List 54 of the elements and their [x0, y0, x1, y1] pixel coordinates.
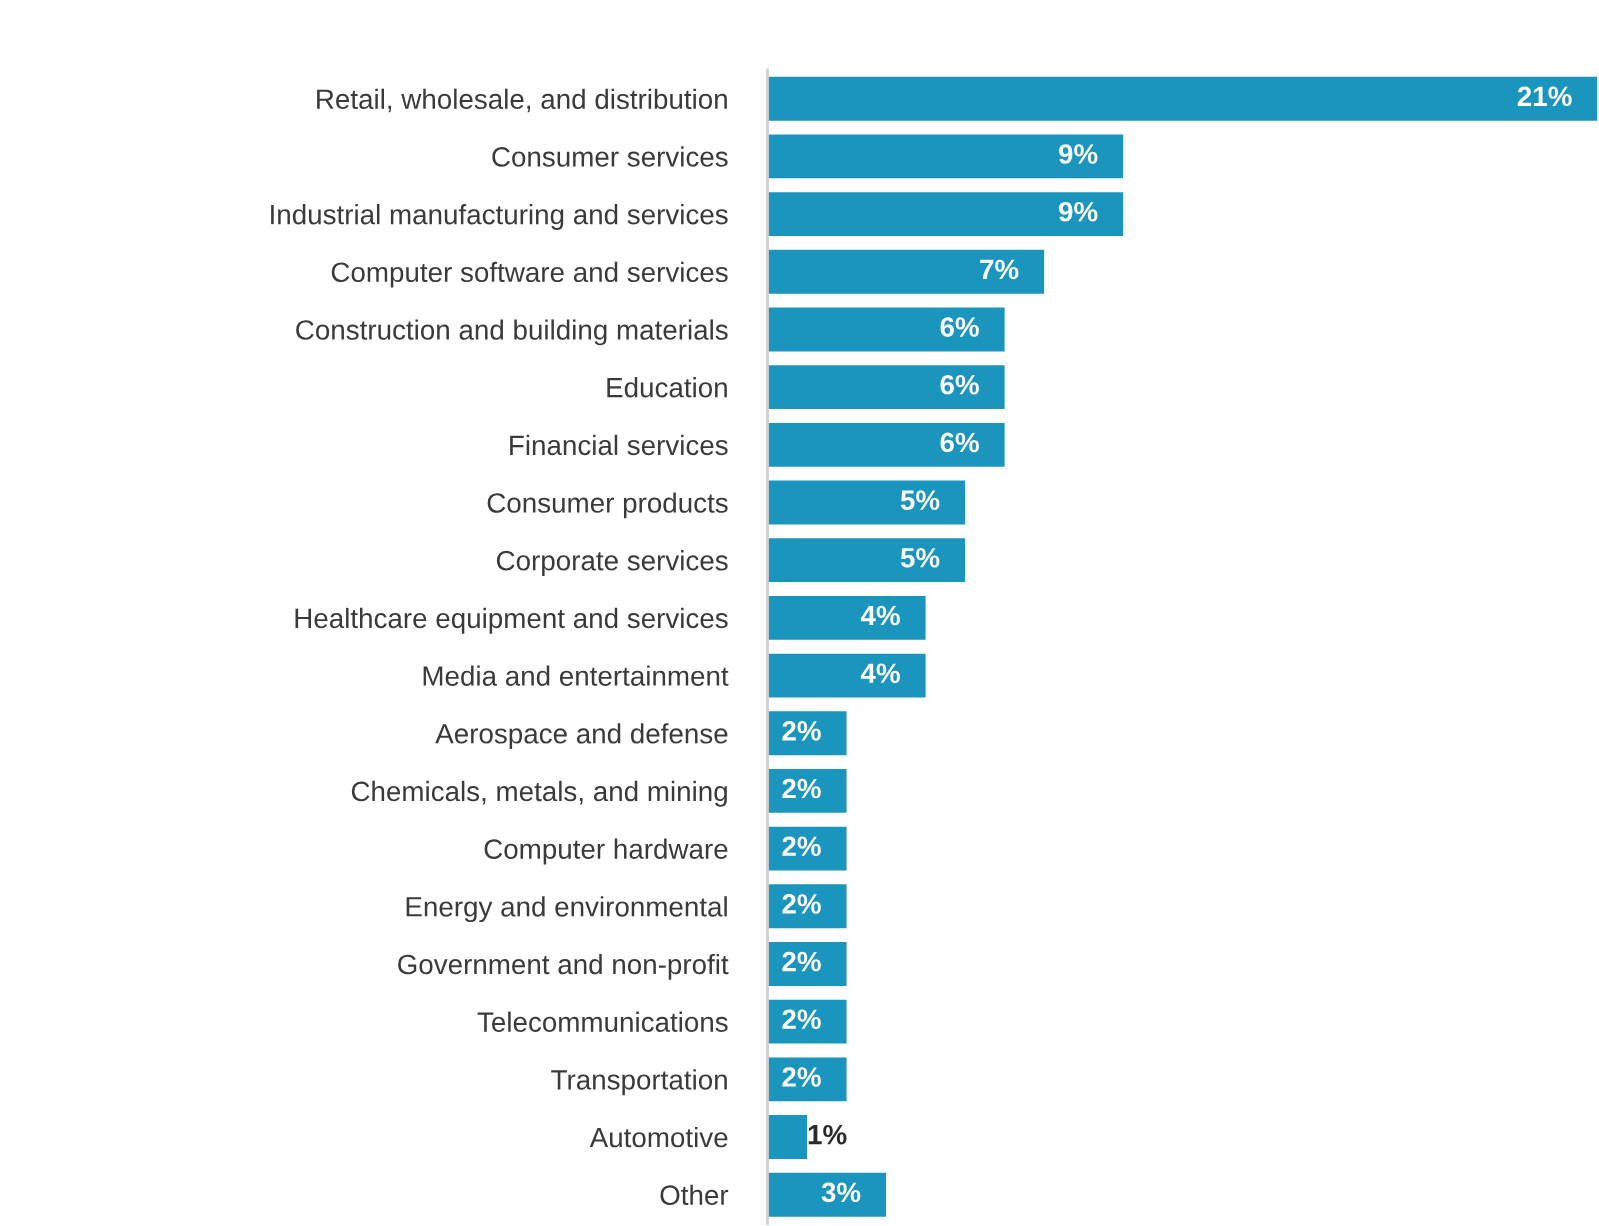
y-tick-label: Computer hardware: [484, 838, 728, 865]
y-tick-label: Corporate services: [496, 550, 728, 577]
data-label: 7%: [980, 259, 1019, 280]
bar: [767, 76, 1598, 121]
y-tick-label: Chemicals, metals, and mining: [351, 780, 727, 807]
y-tick-label: Energy and environmental: [406, 896, 727, 923]
y-tick-label: Construction and building materials: [296, 319, 728, 346]
bar: [767, 538, 966, 583]
data-label: 21%: [1517, 86, 1572, 107]
y-tick-label: Consumer products: [487, 492, 728, 519]
y-tick-label: Telecommunications: [477, 1011, 728, 1032]
data-label: 3%: [821, 1182, 861, 1203]
data-label: 9%: [1059, 201, 1098, 222]
y-tick-label: Other: [660, 1184, 729, 1206]
data-label: 2%: [782, 721, 821, 741]
y-tick-label: Consumer services: [492, 146, 728, 167]
data-label: 6%: [940, 317, 979, 337]
y-tick-label: Healthcare equipment and services: [295, 607, 728, 634]
bar: [767, 192, 1124, 237]
bar: [767, 1172, 887, 1217]
data-label: 6%: [940, 432, 979, 453]
data-label: 4%: [860, 605, 900, 626]
y-tick-label: Computer software and services: [331, 261, 728, 288]
bar: [767, 307, 1005, 352]
data-label: 5%: [900, 548, 940, 568]
y-tick-label: Government and non-profit: [398, 953, 729, 980]
y-tick-label: Financial services: [510, 434, 728, 456]
bar: [767, 1115, 808, 1159]
data-label: 2%: [782, 1009, 821, 1030]
bar: [767, 769, 847, 813]
y-tick-label: Industrial manufacturing and services: [271, 204, 728, 230]
y-tick-label: Media and entertainment: [423, 665, 729, 686]
data-label: 2%: [782, 894, 821, 914]
data-label: 2%: [782, 836, 821, 857]
bar: [767, 595, 926, 640]
bar: [767, 480, 966, 525]
bar: [767, 365, 1005, 410]
data-label: 2%: [782, 951, 821, 972]
bar: [767, 249, 1045, 294]
y-tick-label: Education: [607, 377, 727, 398]
data-label: 2%: [782, 778, 821, 799]
y-tick-label: Transportation: [551, 1069, 727, 1096]
data-label: 4%: [860, 663, 900, 683]
bar: [767, 134, 1124, 179]
bar: [767, 422, 1005, 467]
y-tick-label: Retail, wholesale, and distribution: [317, 88, 727, 113]
data-label: 1%: [808, 1124, 847, 1145]
bar: [767, 653, 926, 698]
data-label: 5%: [900, 490, 940, 510]
y-tick-label: Aerospace and defense: [435, 723, 728, 750]
data-label: 9%: [1059, 144, 1098, 164]
data-label: 6%: [940, 374, 979, 395]
y-tick-label: Automotive: [589, 1126, 728, 1148]
data-label: 2%: [782, 1067, 821, 1087]
